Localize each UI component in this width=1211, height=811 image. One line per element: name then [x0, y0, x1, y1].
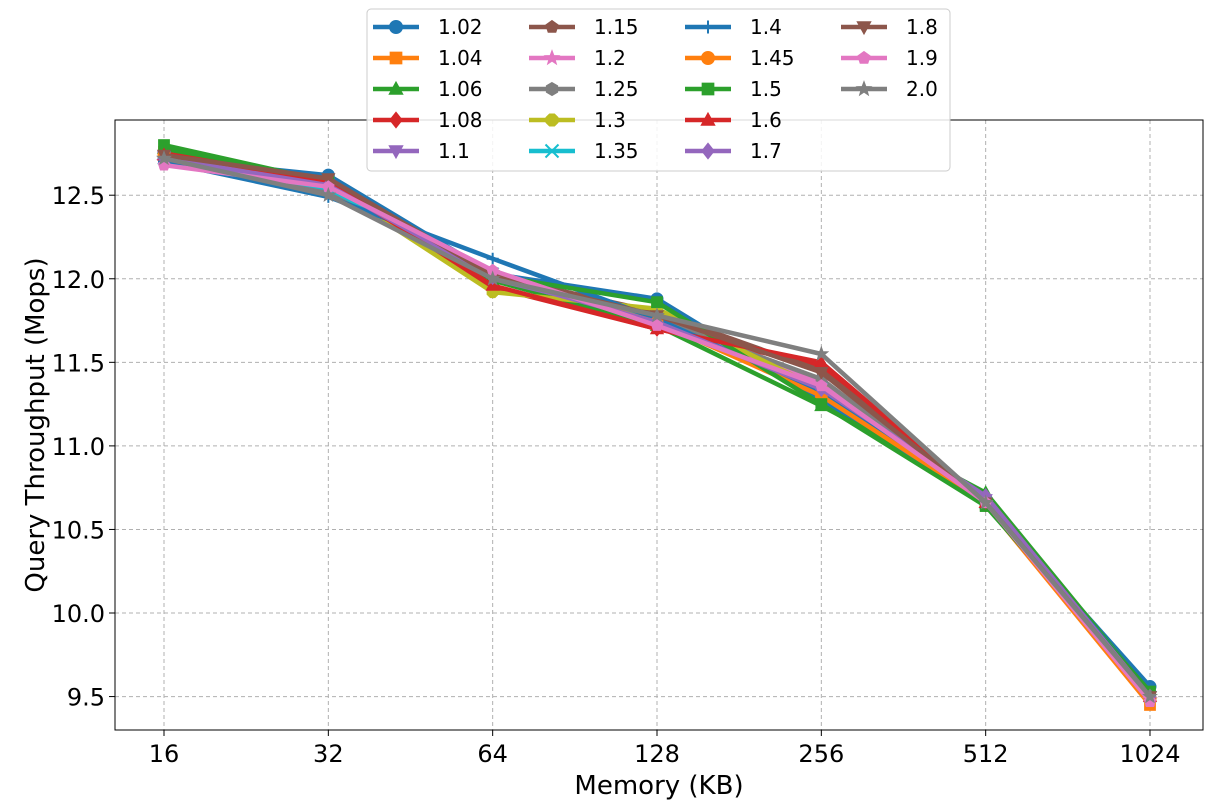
legend-item-1-2: 1.2 — [529, 46, 626, 70]
data-point — [813, 345, 830, 361]
legend-marker — [855, 80, 873, 97]
data-point — [1142, 688, 1158, 704]
x-tick-label: 256 — [798, 740, 844, 768]
legend-item-2-0: 2.0 — [841, 77, 938, 101]
legend-label: 1.06 — [438, 77, 483, 101]
legend-marker — [388, 145, 404, 160]
legend-item-1-1: 1.1 — [373, 139, 470, 163]
legend-label: 1.4 — [750, 15, 782, 39]
y-tick-label: 11.0 — [52, 433, 105, 461]
legend-label: 1.9 — [906, 46, 938, 70]
series-line-1-9 — [163, 162, 1152, 704]
y-tick-label: 10.5 — [52, 516, 105, 544]
legend-marker — [543, 49, 561, 66]
y-tick-label: 9.5 — [67, 684, 105, 712]
legend-label: 1.8 — [906, 15, 938, 39]
y-tick-label: 10.0 — [52, 600, 105, 628]
legend-marker — [701, 82, 715, 96]
legend-item-1-08: 1.08 — [373, 108, 483, 132]
x-tick-label: 32 — [313, 740, 344, 768]
legend-label: 1.2 — [594, 46, 626, 70]
legend-label: 1.3 — [594, 108, 626, 132]
legend-marker — [544, 143, 560, 159]
y-tick-label: 12.5 — [52, 182, 105, 210]
series-line-1-3 — [163, 152, 1152, 699]
x-tick-label: 16 — [149, 740, 180, 768]
x-tick-label: 64 — [477, 740, 508, 768]
x-tick-label: 512 — [963, 740, 1009, 768]
x-tick-label: 1024 — [1119, 740, 1180, 768]
legend-item-1-02: 1.02 — [373, 15, 483, 39]
legend-item-1-6: 1.6 — [685, 108, 782, 132]
legend-marker — [700, 111, 716, 126]
axis-ticks: 16 32 64 128 256 512 1024 9.5 10.0 10.5 11.0 11.5 12… — [52, 182, 1181, 768]
legend-label: 1.45 — [750, 46, 795, 70]
data-point — [977, 494, 994, 510]
legend-label: 1.25 — [594, 77, 639, 101]
legend-label: 1.02 — [438, 15, 483, 39]
data-point — [649, 307, 665, 323]
legend-marker — [701, 51, 715, 65]
data-point — [650, 318, 664, 331]
legend-marker — [389, 111, 403, 129]
y-tick-label: 12.0 — [52, 266, 105, 294]
legend-marker — [545, 113, 559, 127]
legend-marker — [701, 20, 715, 34]
legend-label: 2.0 — [906, 77, 938, 101]
legend-marker — [389, 20, 403, 34]
data-point — [156, 150, 172, 166]
legend-label: 1.5 — [750, 77, 782, 101]
plot-area-frame — [114, 119, 1204, 731]
legend-marker — [545, 19, 559, 33]
data-point — [321, 173, 336, 187]
y-tick-label: 11.5 — [52, 349, 105, 377]
legend-label: 1.08 — [438, 108, 483, 132]
legend-item-1-25: 1.25 — [529, 77, 639, 101]
legend-marker — [545, 81, 559, 97]
data-point — [814, 367, 829, 380]
data-point — [320, 186, 337, 202]
legend-box — [366, 8, 951, 172]
legend-item-1-04: 1.04 — [373, 46, 483, 70]
legend-marker — [857, 50, 871, 64]
series-line-1-6 — [163, 152, 1152, 699]
legend-item-1-15: 1.15 — [529, 15, 639, 39]
legend-item-1-9: 1.9 — [841, 46, 938, 70]
legend-item-1-7: 1.7 — [685, 139, 782, 163]
legend-label: 1.6 — [750, 108, 782, 132]
data-point — [815, 379, 828, 392]
legend-item-1-4: 1.4 — [685, 15, 782, 39]
legend-item-1-06: 1.06 — [373, 77, 483, 101]
legend-marker — [701, 142, 715, 160]
series-line-1-8 — [163, 152, 1152, 699]
legend-item-1-45: 1.45 — [685, 46, 795, 70]
data-point — [815, 398, 828, 411]
grid-lines — [115, 120, 1203, 730]
legend-marker — [388, 80, 404, 95]
legend-marker — [856, 21, 872, 36]
legend-label: 1.04 — [438, 46, 483, 70]
legend-label: 1.15 — [594, 15, 639, 39]
series-line-1-1 — [163, 154, 1152, 699]
x-tick-label: 128 — [634, 740, 680, 768]
legend-label: 1.35 — [594, 139, 639, 163]
series-1-4 — [158, 155, 1156, 698]
data-point — [486, 252, 499, 265]
series-lines — [156, 139, 1158, 711]
x-axis-title: Memory (KB) — [574, 771, 743, 801]
legend-marker — [389, 51, 403, 65]
data-point — [651, 296, 663, 309]
legend-item-1-35: 1.35 — [529, 139, 639, 163]
legend-item-1-5: 1.5 — [685, 77, 782, 101]
y-axis-title: Query Throughput (Mops) — [21, 257, 51, 592]
legend-label: 1.1 — [438, 139, 470, 163]
legend-item-1-8: 1.8 — [841, 15, 938, 39]
series-2-0 — [156, 150, 1158, 704]
legend: 1.02 1.04 1.06 1.08 1.1 1.15 1.2 1.25 1.3 1.35 1.4… — [366, 8, 951, 172]
legend-item-1-3: 1.3 — [529, 108, 626, 132]
legend-label: 1.7 — [750, 139, 782, 163]
data-point — [484, 270, 501, 286]
